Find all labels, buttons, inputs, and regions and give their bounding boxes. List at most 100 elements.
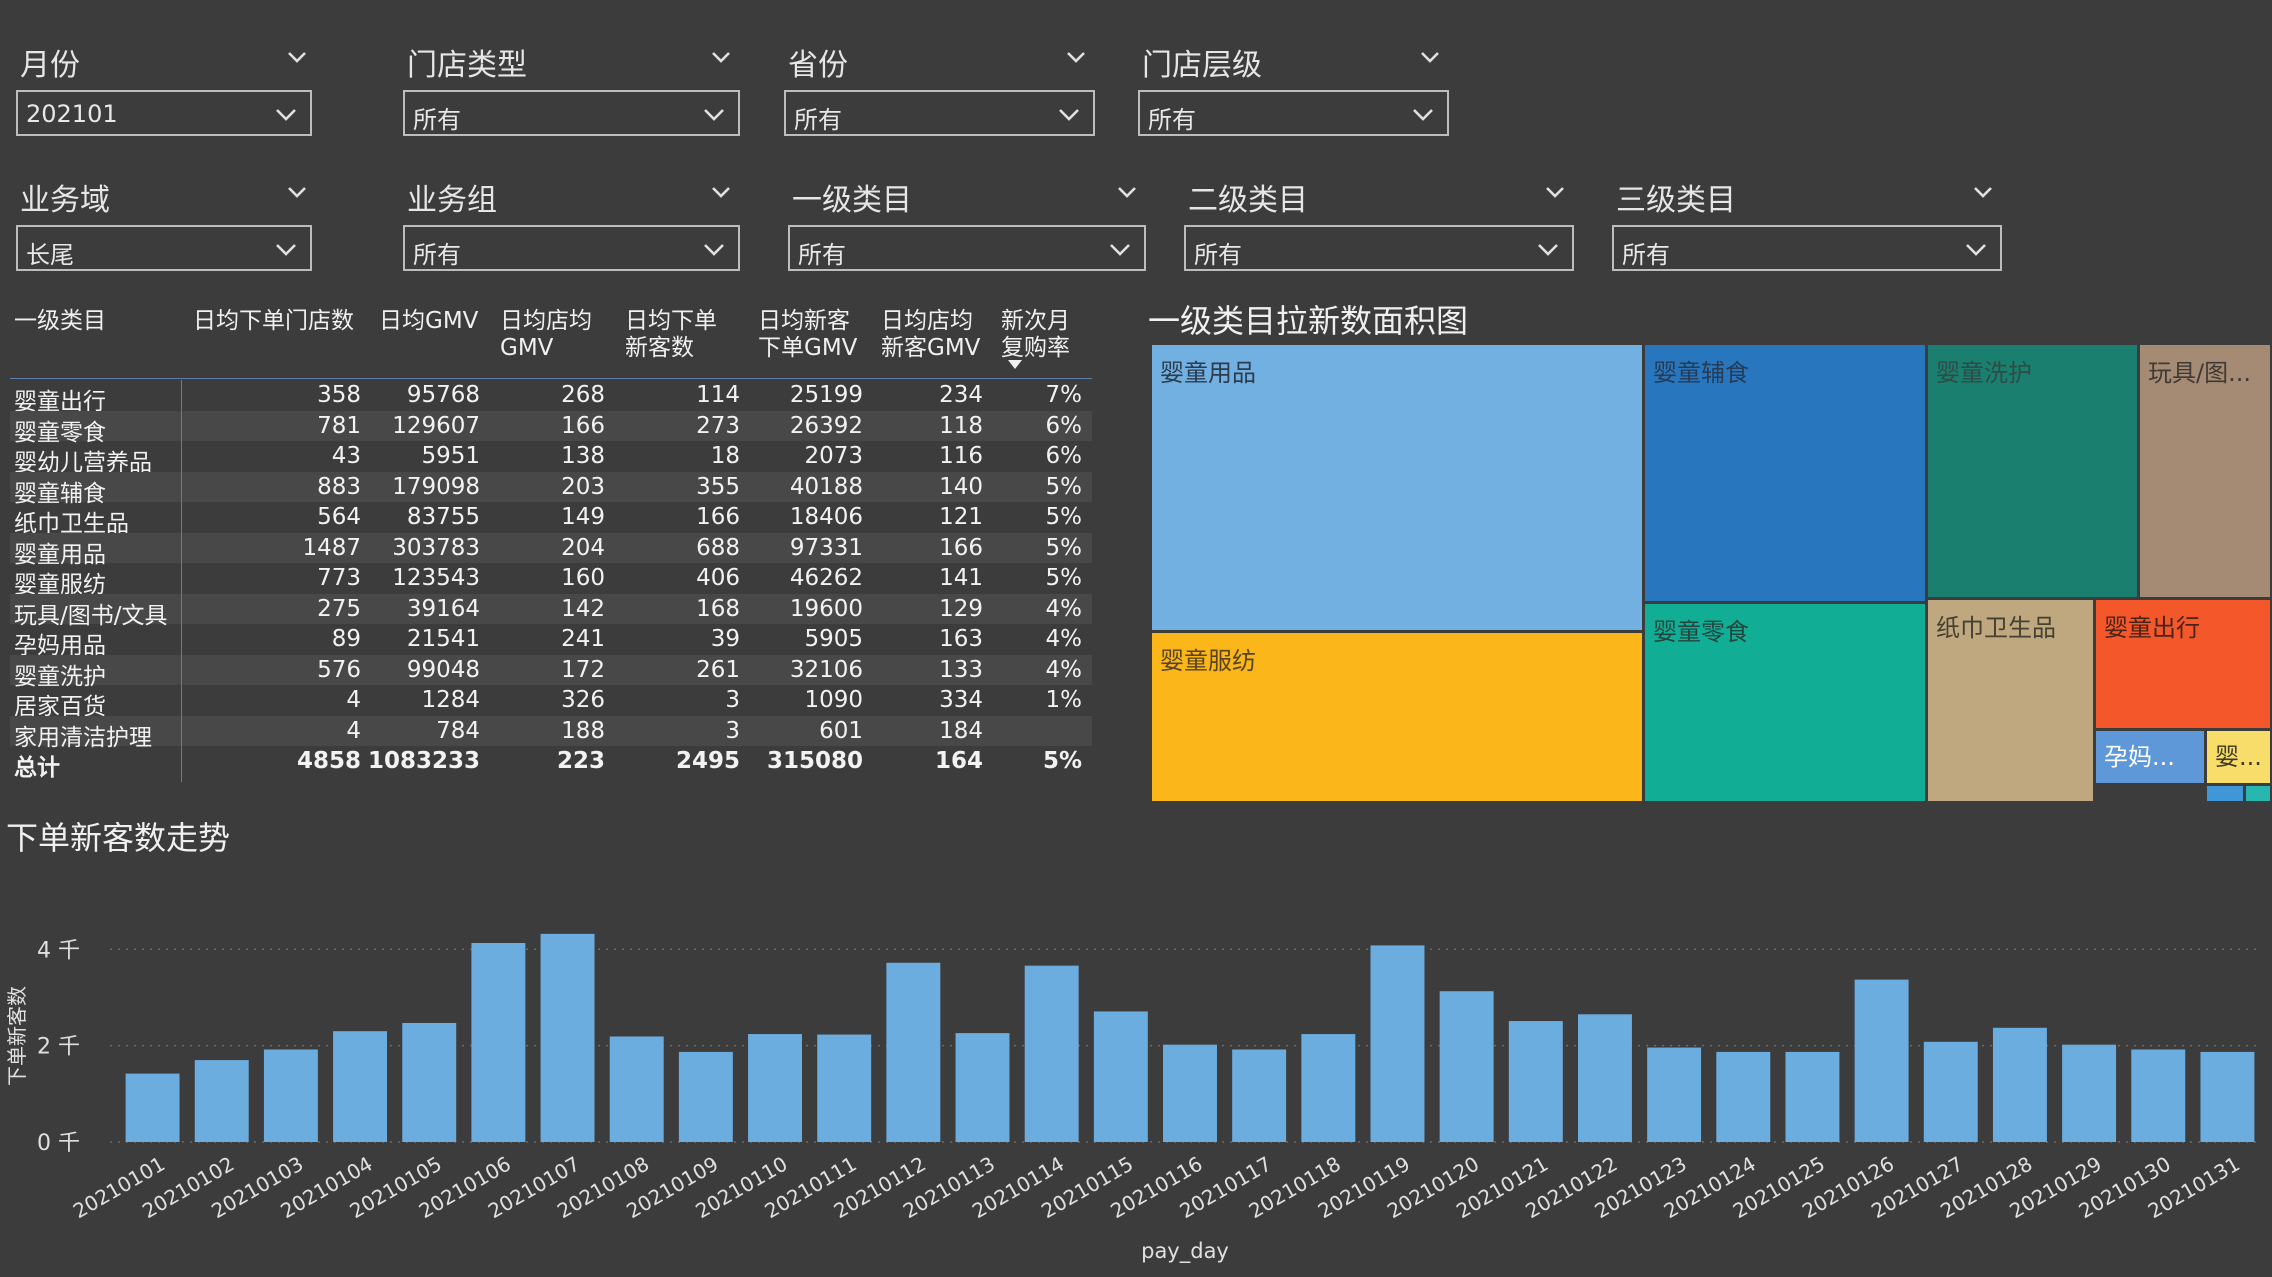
treemap-tile-baby-clothes[interactable]: 婴童服纺 [1150,631,1644,803]
bar[interactable] [1716,1051,1771,1142]
table-cell-value: 40188 [789,473,863,500]
cat2-dropdown[interactable]: 所有 [1184,225,1574,271]
slicer-store-level: 门店层级 所有 [1138,40,1449,136]
table-row[interactable]: 婴幼儿营养品 43 5951 138 18 2073 116 6% [10,441,1092,476]
bar[interactable] [471,943,526,1142]
table-total-row[interactable]: 总计 4858 1083233 223 2495 315080 164 5% [10,746,1092,781]
col-header-store-new-gmv[interactable]: 日均店均 新客GMV [881,308,980,362]
table-header: 一级类目 日均下单门店数 日均GMV 日均店均 GMV 日均下单 新客数 日均新客下… [10,306,1092,374]
bar[interactable] [886,962,941,1142]
table-row[interactable]: 婴童辅食 883 179098 203 355 40188 140 5% [10,471,1092,507]
bar[interactable] [1992,1027,2047,1142]
bar[interactable] [1093,1011,1148,1142]
treemap-tile-baby-wash[interactable]: 婴童洗护 [1926,343,2139,599]
business-group-dropdown[interactable]: 所有 [403,225,740,271]
treemap-tile-baby-goods[interactable]: 婴童用品 [1150,343,1644,632]
table-row[interactable]: 家用清洁护理 4 784 188 3 601 184 [10,715,1092,751]
chevron-down-icon[interactable] [1116,181,1138,203]
bar[interactable] [748,1034,803,1142]
table-cell-value: 781 [317,412,361,439]
table-row[interactable]: 孕妈用品 89 21541 241 39 5905 163 4% [10,624,1092,659]
table-row[interactable]: 婴童洗护 576 99048 172 261 32106 133 4% [10,654,1092,690]
bar[interactable] [678,1051,733,1142]
table-cell-value: 166 [939,534,983,561]
bar[interactable] [333,1031,388,1142]
chevron-down-icon[interactable] [1972,181,1994,203]
treemap-tile-cleaning[interactable] [2244,784,2272,803]
table-row[interactable]: 婴童零食 781 129607 166 273 26392 118 6% [10,410,1092,446]
bar[interactable] [2131,1049,2186,1142]
treemap-label: 玩具/图... [2148,359,2251,387]
bar[interactable] [263,1049,318,1142]
bar[interactable] [1577,1014,1632,1142]
treemap-tile-nutrition[interactable]: 婴... [2205,729,2272,785]
cat1-dropdown[interactable]: 所有 [788,225,1146,271]
bar[interactable] [1232,1049,1287,1142]
treemap-tile-baby-snacks[interactable]: 婴童零食 [1643,602,1927,803]
col-header-daily-gmv[interactable]: 日均GMV [379,308,479,334]
bar[interactable] [540,933,595,1142]
table-cell-value: 118 [939,412,983,439]
treemap-tile-toys[interactable]: 玩具/图... [2138,343,2272,599]
bar[interactable] [1439,991,1494,1142]
bar[interactable] [1301,1034,1356,1142]
table-cell-value: 39 [710,626,740,652]
table-row[interactable]: 婴童服纺 773 123543 160 406 46262 141 5% [10,563,1092,598]
bar[interactable] [1854,979,1909,1142]
col-header-new-customer-gmv[interactable]: 日均新客 下单GMV [758,308,857,362]
table-cell-value: 141 [939,565,983,591]
chevron-down-icon[interactable] [1065,46,1087,68]
treemap-tile-maternity[interactable]: 孕妈... [2094,729,2206,785]
header-divider [10,378,1092,379]
treemap-tile-baby-travel[interactable]: 婴童出行 [2094,598,2272,730]
chevron-down-icon[interactable] [286,181,308,203]
store-type-dropdown[interactable]: 所有 [403,90,740,136]
province-dropdown[interactable]: 所有 [784,90,1095,136]
table-cell-value: 5% [1045,504,1083,530]
col-header-store-gmv[interactable]: 日均店均 GMV [500,308,592,362]
bar[interactable] [125,1073,180,1142]
bar[interactable] [1024,965,1079,1142]
table-row[interactable]: 婴童用品 1487 303783 204 688 97331 166 5% [10,532,1092,568]
bar[interactable] [1370,945,1425,1142]
bar[interactable] [609,1036,664,1142]
table-row[interactable]: 纸巾卫生品 564 83755 149 166 18406 121 5% [10,502,1092,537]
bar[interactable] [402,1022,457,1142]
bar[interactable] [1647,1047,1702,1142]
table-cell-value: 883 [317,473,361,500]
table-cell-value: 773 [317,565,361,591]
col-header-repurchase[interactable]: 新次月 复购率 [1001,308,1070,362]
business-domain-dropdown[interactable]: 长尾 [16,225,312,271]
bar[interactable] [1785,1051,1840,1142]
treemap-tile-home-goods[interactable] [2205,784,2245,803]
store-level-dropdown[interactable]: 所有 [1138,90,1449,136]
table-cell-value: 241 [561,626,605,652]
table-cell-category: 婴童用品 [14,541,106,568]
bar[interactable] [1508,1021,1563,1142]
chevron-down-icon[interactable] [1419,46,1441,68]
table-row[interactable]: 婴童出行 358 95768 268 114 25199 234 7% [10,380,1092,415]
chevron-down-icon[interactable] [1544,181,1566,203]
cat3-dropdown[interactable]: 所有 [1612,225,2002,271]
bar[interactable] [1923,1041,1978,1142]
col-header-category[interactable]: 一级类目 [14,308,106,334]
bar[interactable] [1163,1044,1217,1142]
treemap-tile-baby-food[interactable]: 婴童辅食 [1643,343,1927,603]
month-dropdown[interactable]: 202101 [16,90,312,136]
bar[interactable] [2200,1051,2255,1142]
bar[interactable] [194,1060,249,1142]
chevron-down-icon[interactable] [286,46,308,68]
bar[interactable] [817,1034,872,1142]
table-row[interactable]: 玩具/图书/文具 275 39164 142 168 19600 129 4% [10,593,1092,629]
table-row[interactable]: 居家百货 4 1284 326 3 1090 334 1% [10,685,1092,720]
bar[interactable] [955,1033,1010,1142]
bar[interactable] [2062,1044,2117,1142]
col-header-daily-stores[interactable]: 日均下单门店数 [193,308,354,334]
table-cell-value: 688 [696,534,740,561]
chevron-down-icon[interactable] [710,46,732,68]
col-header-new-customers[interactable]: 日均下单 新客数 [625,308,717,362]
slicer-province-label: 省份 [788,48,848,83]
chevron-down-icon[interactable] [710,181,732,203]
table-cell-value: 204 [561,534,605,561]
treemap-tile-tissue[interactable]: 纸巾卫生品 [1926,598,2095,803]
